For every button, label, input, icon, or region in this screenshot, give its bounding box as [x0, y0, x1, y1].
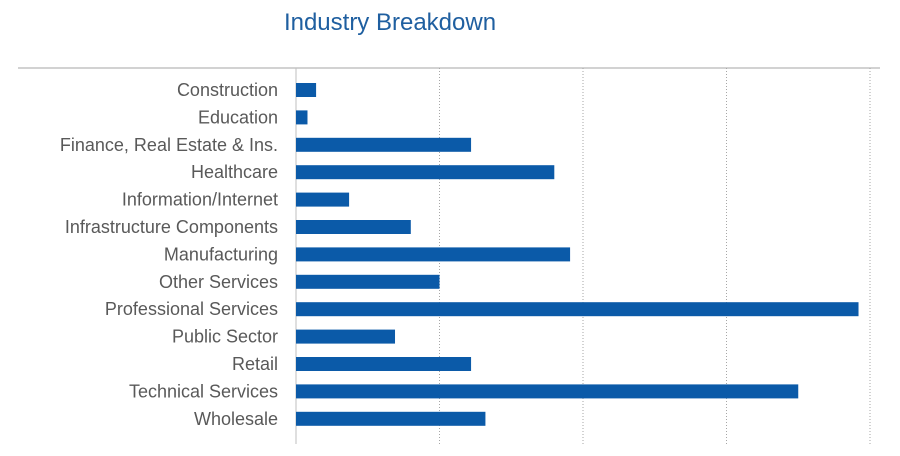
category-label: Manufacturing	[164, 244, 278, 264]
bar-technical-services	[296, 384, 799, 399]
bar-education	[296, 110, 308, 125]
bar-infrastructure-components	[296, 220, 411, 234]
bar-other-services	[296, 274, 440, 289]
chart-title: Industry Breakdown	[284, 9, 496, 36]
category-label: Retail	[232, 354, 278, 374]
bar-construction	[296, 83, 317, 97]
category-label: Professional Services	[105, 299, 278, 319]
category-label: Information/Internet	[122, 190, 278, 210]
bar-finance-real-estate-ins	[296, 137, 472, 152]
bar-healthcare	[296, 165, 555, 180]
category-label: Finance, Real Estate & Ins.	[60, 135, 278, 155]
bars	[296, 83, 859, 426]
category-label: Construction	[177, 80, 278, 100]
category-label: Education	[198, 107, 278, 127]
category-label: Public Sector	[172, 327, 278, 347]
category-label: Wholesale	[194, 409, 278, 429]
bar-retail	[296, 357, 472, 371]
bar-wholesale	[296, 411, 486, 426]
bar-public-sector	[296, 329, 396, 344]
category-label: Other Services	[159, 272, 278, 292]
bar-information-internet	[296, 192, 350, 207]
category-label: Infrastructure Components	[65, 217, 278, 237]
category-labels: Construction Education Finance, Real Estat…	[60, 80, 278, 429]
bar-manufacturing	[296, 247, 571, 262]
category-label: Technical Services	[129, 381, 278, 401]
bar-professional-services	[296, 302, 859, 317]
category-label: Healthcare	[191, 162, 278, 182]
